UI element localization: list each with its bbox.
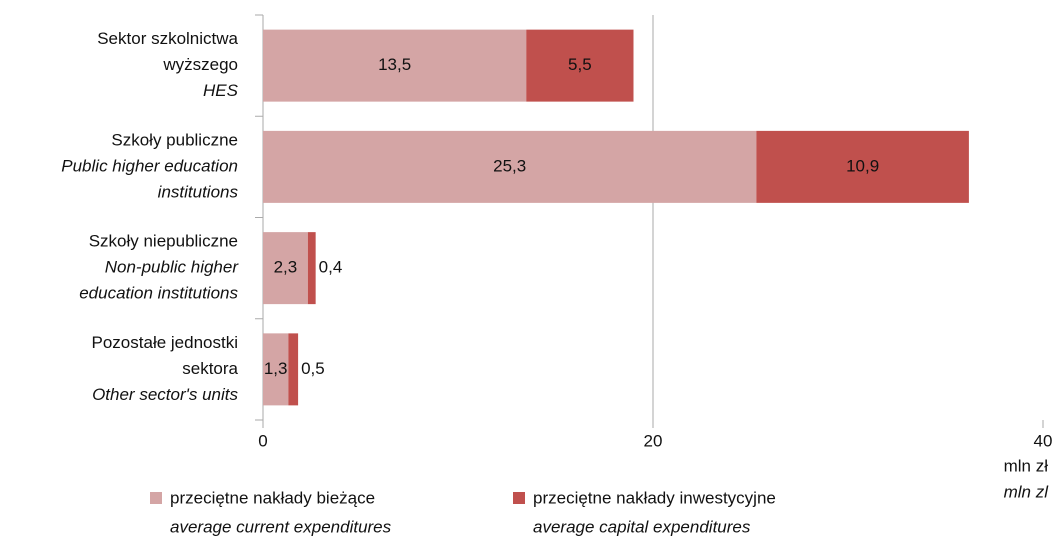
value-label: 2,3 [274,258,298,277]
bar-segment [263,333,289,406]
category-label: wyższego [162,55,238,74]
x-tick-label: 20 [644,431,663,450]
bar-segment [263,29,527,102]
bar-segment [307,232,316,305]
category-label: Pozostałe jednostki [92,333,238,352]
value-label: 0,5 [301,359,325,378]
value-label: 0,4 [319,258,343,277]
legend-swatch [513,492,525,504]
bar-segment [526,29,634,102]
bar-segment [288,333,299,406]
legend-swatch [150,492,162,504]
category-label: Szkoły publiczne [111,130,238,149]
legend-label: przeciętne nakłady inwestycyjne [533,488,776,507]
category-label: institutions [158,182,239,201]
category-label: Public higher education [61,156,238,175]
value-label: 25,3 [493,156,526,175]
legend-label-en: average capital expenditures [533,517,751,536]
bar-segment [756,130,969,203]
x-tick-label: 40 [1034,431,1053,450]
value-label: 5,5 [568,55,592,74]
category-label: HES [203,81,239,100]
category-label: Other sector's units [92,385,238,404]
value-label: 1,3 [264,359,288,378]
legend-label: przeciętne nakłady bieżące [170,488,375,507]
category-label: sektora [182,359,238,378]
bar-segment [263,130,757,203]
value-label: 10,9 [846,156,879,175]
value-label: 13,5 [378,55,411,74]
category-label: Sektor szkolnictwa [97,29,238,48]
x-axis-label: mln zł [1004,456,1049,475]
category-label: Non-public higher [105,258,240,277]
bar-segment [263,232,308,305]
category-label: Szkoły niepubliczne [89,232,238,251]
legend-label-en: average current expenditures [170,517,392,536]
x-tick-label: 0 [258,431,267,450]
category-label: education institutions [79,284,238,303]
x-axis-label-en: mln zl [1004,482,1050,501]
